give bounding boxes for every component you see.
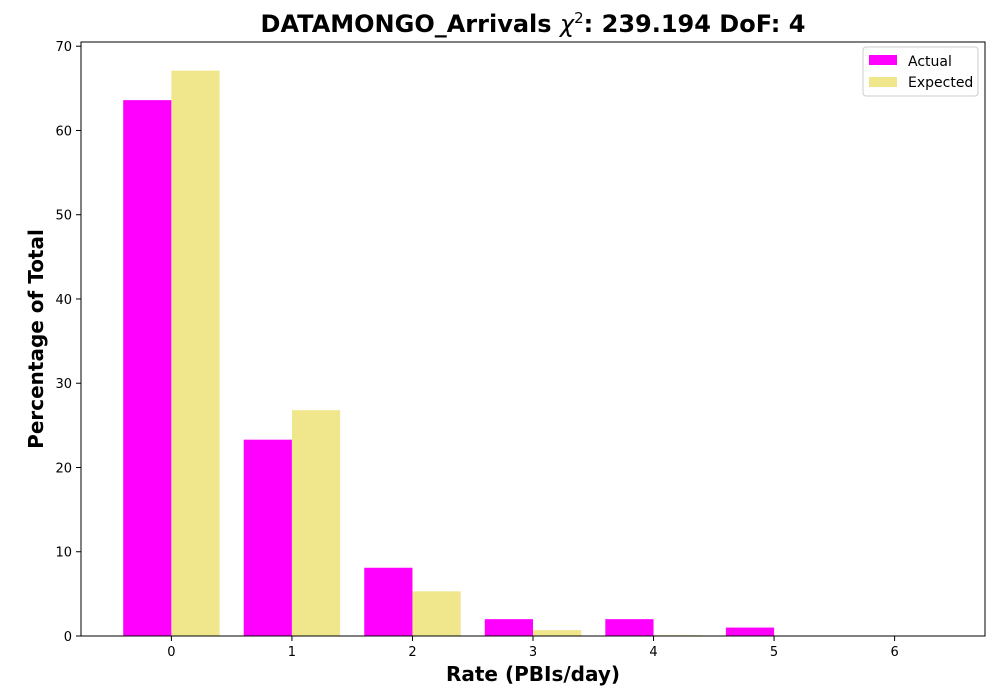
legend-swatch-actual [869,55,897,65]
bar-actual-4 [605,619,654,636]
x-tick-label: 0 [167,645,175,660]
x-tick-label: 2 [408,645,416,660]
bar-actual-3 [484,619,533,636]
bar-actual-2 [364,567,413,636]
y-axis-title: Percentage of Total [24,229,48,449]
bar-actual-1 [243,439,292,636]
x-axis: 0 1 2 3 4 5 6 [167,636,899,660]
legend: Actual Expected [862,46,979,97]
y-tick-label: 10 [55,546,72,561]
bar-expected-1 [291,410,341,636]
y-tick-label: 60 [55,124,72,139]
bar-expected-3 [533,630,582,636]
y-tick-label: 40 [55,293,72,308]
bars-group [123,70,775,637]
y-tick-label: 0 [64,630,72,645]
legend-label-actual: Actual [908,54,952,70]
y-tick-label: 50 [55,209,72,224]
legend-swatch-expected [869,77,897,87]
bar-actual-0 [123,100,172,636]
bar-expected-0 [171,70,220,637]
x-tick-label: 4 [649,645,657,660]
y-tick-label: 30 [55,377,72,392]
chart-title: DATAMONGO_Arrivals χ2: 239.194 DoF: 4 [261,9,806,38]
x-tick-label: 3 [529,645,537,660]
bar-expected-2 [412,591,461,636]
x-axis-title: Rate (PBIs/day) [446,662,620,686]
y-axis: 0 10 20 30 40 50 60 70 [55,40,81,645]
bar-actual-5 [725,627,775,636]
x-tick-label: 6 [890,645,898,660]
legend-label-expected: Expected [908,75,973,91]
y-tick-label: 70 [55,40,72,55]
y-tick-label: 20 [55,461,72,476]
x-tick-label: 1 [288,645,296,660]
x-tick-label: 5 [770,645,778,660]
